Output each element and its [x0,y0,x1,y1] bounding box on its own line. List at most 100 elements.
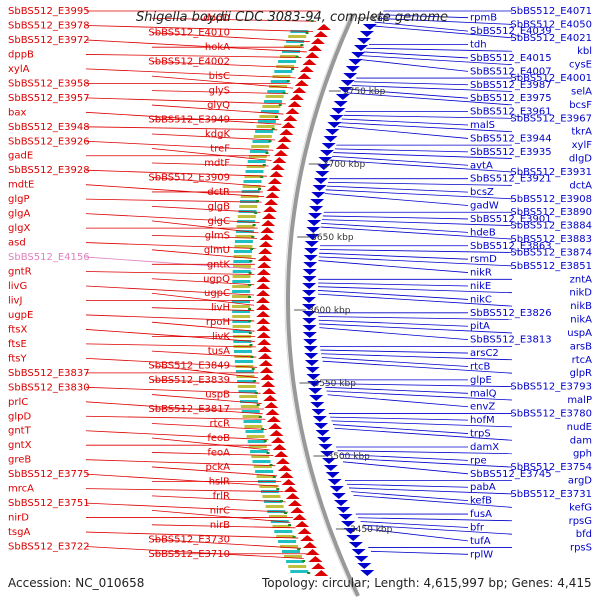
leader-line [151,538,302,549]
forward-gene-arrow [257,339,272,345]
leader-line [85,488,284,493]
gene-label: bax [8,107,26,118]
forward-gene-arrow [257,346,272,352]
feature-band [237,380,256,383]
position-dash [250,356,254,358]
leader-line [332,424,469,434]
gene-label: xylF [572,140,593,151]
reverse-gene-arrow [302,311,317,317]
feature-band [256,475,275,478]
gene-label: dctA [569,180,592,191]
leader-line [151,466,278,477]
leader-line [151,148,272,161]
reverse-gene-arrow [320,150,334,156]
forward-gene-arrow [285,493,300,499]
gene-label: SbBS512_E4015 [470,53,552,64]
gene-label: glyQ [207,100,230,111]
position-dash [251,368,255,370]
gene-label: SbBS512_E3928 [8,165,90,176]
leader-line [151,437,270,451]
leader-line [337,450,513,455]
leader-line [363,51,469,59]
feature-band [269,515,287,518]
feature-band [244,175,263,178]
reverse-gene-arrow [309,206,324,212]
gene-label: gadE [8,151,33,162]
gene-label: SbBS512_E3948 [8,122,90,133]
gene-label: glmS [205,230,230,241]
position-dash [254,212,258,214]
gene-label: SbBS512_E3780 [510,408,592,419]
reverse-gene-arrow [331,108,346,114]
gene-label: rsmD [470,254,497,265]
gene-label: rtcA [572,355,593,366]
leader-line [341,457,513,468]
gene-label: SbBS512_E3901 [470,214,552,225]
reverse-gene-arrow [321,143,336,149]
feature-band [274,530,293,533]
position-dash [248,284,252,286]
leader-line [151,61,299,69]
feature-band [232,310,251,313]
forward-gene-arrow [261,381,276,387]
position-dash [272,476,276,478]
position-dash [278,104,282,106]
gene-label: tdh [470,40,487,51]
leader-line [85,401,263,415]
position-dash [263,440,267,442]
feature-band [238,390,257,393]
forward-gene-arrow [269,430,284,436]
leader-line [380,14,469,19]
gene-label: livH [211,303,230,314]
forward-gene-arrow [256,290,271,296]
leader-line [319,249,513,253]
forward-gene-arrow [264,199,279,205]
feature-band [246,435,265,438]
feature-band [278,540,297,543]
reverse-gene-arrow [333,101,348,107]
position-dash [292,536,296,538]
tick-label: 3550 kbp [314,379,357,389]
reverse-gene-arrow [362,24,377,30]
leader-line [321,353,513,361]
feature-band [267,90,286,93]
label-leader-lines [85,10,513,559]
gene-label: SbBS512_E3754 [510,462,592,473]
reverse-gene-arrow [302,283,317,289]
forward-gene-arrow [279,129,294,135]
forward-gene-arrow [268,423,283,429]
position-dash [258,416,262,418]
gene-label: ftsX [8,324,27,335]
gene-label: bcsZ [470,187,494,198]
reverse-gene-arrow [304,248,319,254]
position-dash [265,152,269,154]
kbp-ticks: kbp 3750 kbp 3700 kbp 3650 kbp 3600 kbp 3550 … [248,14,393,574]
leader-line [322,219,513,227]
gene-label: trpS [470,429,491,440]
gene-labels: SbBS512_E3995 dppD SbBS512_E3978 SbBS512_E4… [8,6,592,560]
leader-line [321,357,469,367]
forward-gene-arrow [283,486,298,492]
forward-gene-arrow [305,52,320,58]
leader-line [325,386,469,394]
feature-band [253,135,272,138]
leader-line [318,323,513,334]
gene-label: SbBS512_E3958 [8,78,90,89]
position-dash [248,320,252,322]
backbone-layer [284,13,360,597]
reverse-gene-arrow [307,220,322,226]
forward-gene-arrow [258,248,273,254]
leader-line [343,114,513,119]
reverse-gene-arrow [302,297,316,303]
gene-label: bfd [576,529,592,540]
reverse-gene-arrow [308,388,323,394]
reverse-gene-arrow [359,31,374,37]
forward-gene-arrow [267,178,282,184]
leader-line [330,159,513,173]
gene-label: greB [8,455,31,466]
feature-band [243,420,262,423]
gene-label: tusA [208,346,230,357]
gene-label: tufA [470,536,491,547]
gene-label: rpoH [206,317,230,328]
feature-band [247,440,266,443]
